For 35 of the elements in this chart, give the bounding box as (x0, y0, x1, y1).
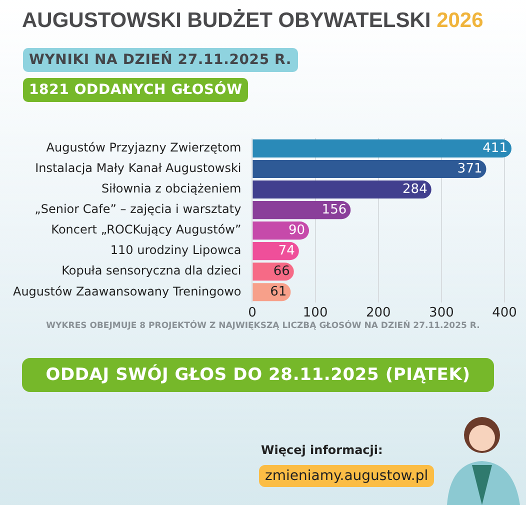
y-tick-label: Augustów Zaawansowany Treningowo (12, 284, 242, 298)
bar (252, 180, 432, 199)
x-tick-label: 400 (492, 306, 517, 321)
data-label: 90 (288, 222, 305, 238)
bar (252, 222, 309, 240)
y-tick-label: Instalacja Mały Kanał Augustowski (35, 161, 242, 176)
y-tick-label: Koncert „ROCKujący Augustów” (51, 222, 242, 237)
x-tick-label: 100 (302, 306, 328, 321)
data-label: 371 (457, 161, 482, 176)
x-tick-label: 300 (429, 306, 454, 321)
data-label: 156 (322, 202, 347, 218)
text: Więcej informacji: (261, 443, 383, 457)
bar (252, 160, 486, 178)
y-tick-label: Siłownia z obciążeniem (102, 182, 242, 196)
text: WYKRES OBEJMUJE 8 PROJEKTÓW Z NAJWIĘKSZĄ LICZBĄ GŁOSÓW NA DZIEŃ 27.11.2025 R. (45, 321, 481, 331)
x-tick-label: 0 (248, 306, 256, 321)
chart-title: AUGUSTOWSKI BUDŻET OBYWATELSKI 2026 (22, 9, 484, 33)
y-tick-label: Augustów Przyjazny Zwierzętom (46, 140, 242, 155)
data-label: 61 (270, 284, 287, 300)
data-label: 74 (278, 243, 295, 258)
bar (252, 201, 351, 220)
y-tick-label: 110 urodziny Lipowca (110, 243, 242, 258)
data-label: 411 (482, 140, 508, 156)
chart-subtitle: WYNIKI NA DZIEŃ 27.11.2025 R. (23, 48, 298, 72)
text: ODDAJ SWÓJ GŁOS DO 28.11.2025 (PIĄTEK) (22, 358, 494, 392)
y-tick-label: Kopuła sensoryczna dla dzieci (62, 264, 242, 278)
bar (252, 242, 299, 260)
data-label: 284 (402, 182, 428, 197)
data-label: 66 (273, 264, 290, 279)
x-tick-label: 200 (366, 306, 391, 321)
text: zmieniamy.augustow.pl (259, 465, 434, 487)
bar (252, 283, 291, 302)
y-tick-label: „Senior Cafe” – zajęcia i warsztaty (34, 202, 242, 216)
text: 1821 ODDANYCH GŁOSÓW (23, 78, 248, 102)
bar (252, 139, 512, 158)
